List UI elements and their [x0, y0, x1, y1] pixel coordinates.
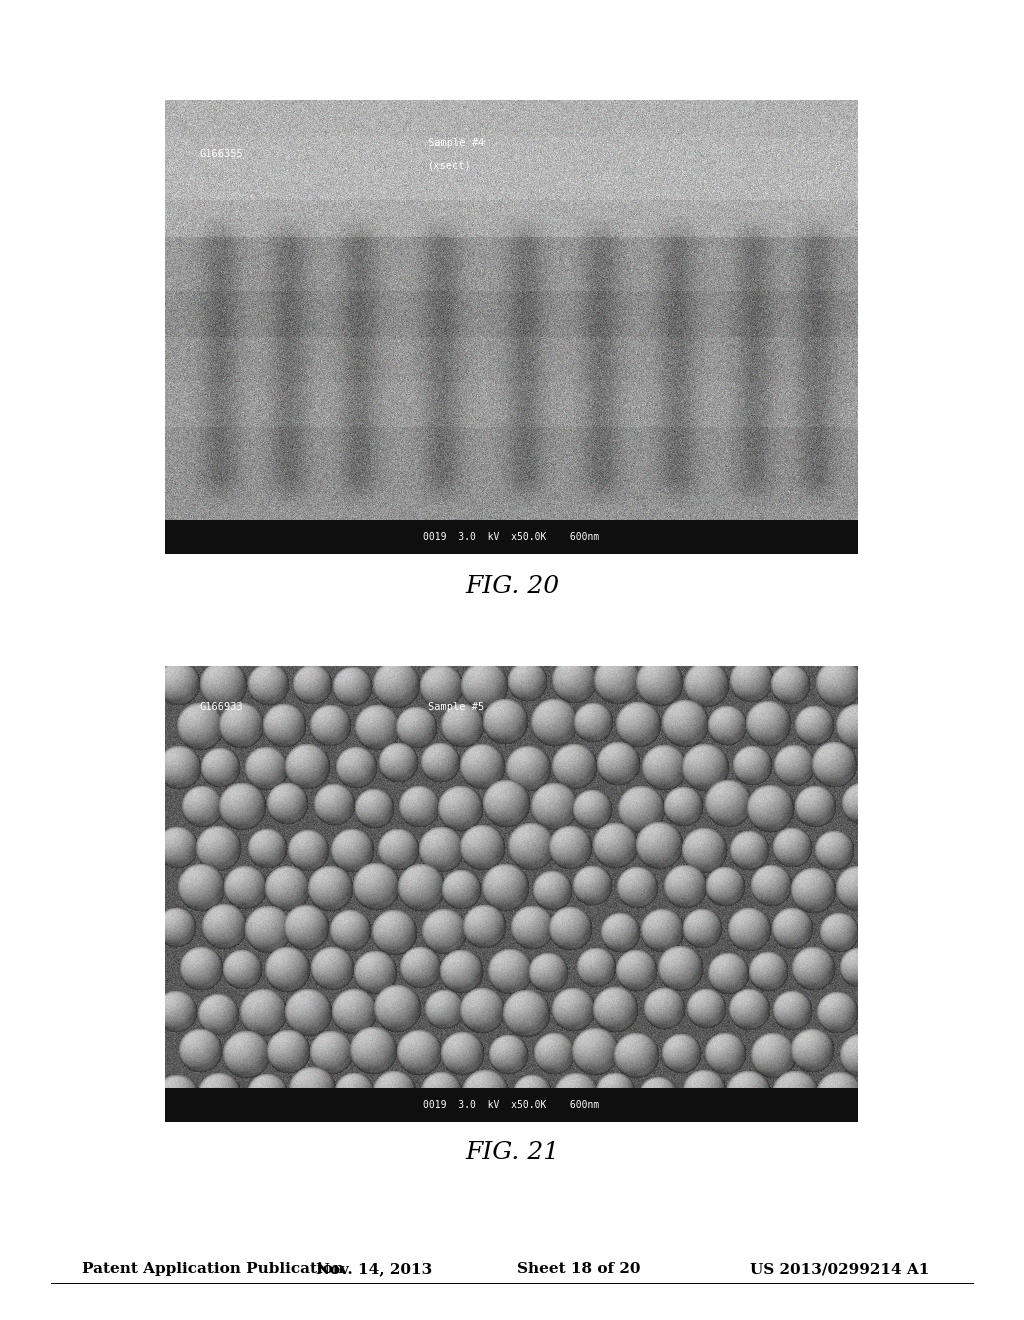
Text: Patent Application Publication: Patent Application Publication [82, 1262, 344, 1276]
Text: Sample #5: Sample #5 [428, 702, 484, 711]
Text: G166933: G166933 [200, 702, 244, 711]
Text: 0019  3.0  kV  x50.0K    600nm: 0019 3.0 kV x50.0K 600nm [423, 1100, 600, 1110]
Text: Sample #4: Sample #4 [428, 139, 484, 148]
Text: FIG. 20: FIG. 20 [465, 574, 559, 598]
Text: G166355: G166355 [200, 149, 244, 160]
Text: (xsect): (xsect) [428, 161, 472, 170]
Text: US 2013/0299214 A1: US 2013/0299214 A1 [750, 1262, 930, 1276]
Text: Sheet 18 of 20: Sheet 18 of 20 [517, 1262, 640, 1276]
Text: FIG. 21: FIG. 21 [465, 1140, 559, 1164]
Text: 0019  3.0  kV  x50.0K    600nm: 0019 3.0 kV x50.0K 600nm [423, 532, 600, 543]
Text: Nov. 14, 2013: Nov. 14, 2013 [315, 1262, 432, 1276]
